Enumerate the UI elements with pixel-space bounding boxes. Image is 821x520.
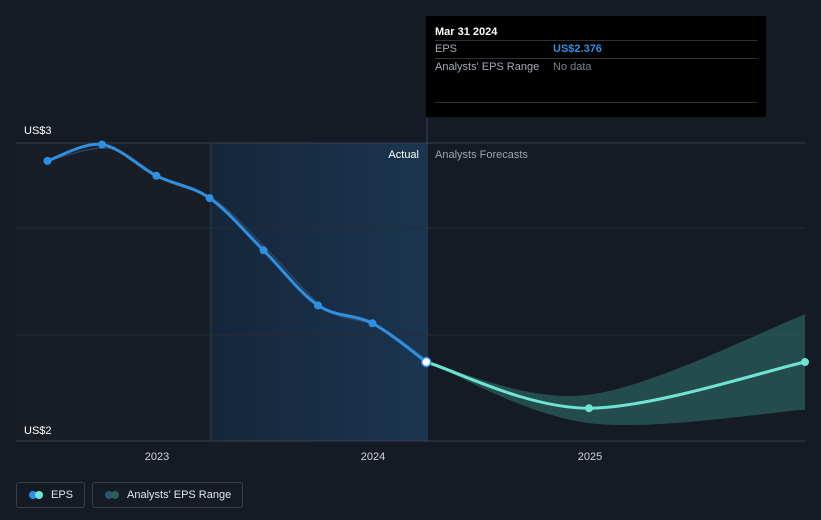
- eps-point[interactable]: [313, 301, 322, 310]
- eps-point[interactable]: [205, 194, 214, 203]
- tooltip-range-row: Analysts' EPS Range No data: [435, 58, 757, 76]
- tooltip-eps-label: EPS: [435, 43, 458, 55]
- eps-tooltip: Mar 31 2024 EPS US$2.376 Analysts' EPS R…: [426, 16, 766, 117]
- chart-legend: EPS Analysts' EPS Range: [16, 482, 244, 508]
- legend-range-toggle[interactable]: Analysts' EPS Range: [92, 482, 244, 508]
- actual-section-label: Actual: [388, 149, 419, 161]
- legend-eps-toggle[interactable]: EPS: [16, 482, 86, 508]
- eps-points: [43, 140, 432, 368]
- eps-point[interactable]: [368, 319, 377, 328]
- forecast-point[interactable]: [585, 404, 593, 413]
- legend-range-label: Analysts' EPS Range: [127, 489, 232, 501]
- forecast-point[interactable]: [801, 358, 809, 367]
- past-highlight-band: [209, 143, 427, 441]
- tooltip-date: Mar 31 2024: [435, 26, 498, 38]
- tooltip-range-label: Analysts' EPS Range: [435, 61, 540, 73]
- tooltip-range-value: No data: [553, 61, 592, 73]
- x-tick-label-2024: 2024: [361, 451, 385, 463]
- legend-eps-label: EPS: [51, 489, 74, 501]
- eps-point[interactable]: [152, 171, 161, 180]
- range-legend-icon: [105, 491, 120, 499]
- tooltip-eps-value: US$2.376: [553, 43, 602, 55]
- eps-point-current[interactable]: [421, 356, 432, 368]
- tooltip-eps-row: EPS US$2.376: [435, 40, 757, 58]
- eps-point[interactable]: [259, 246, 268, 255]
- y-tick-label-bottom: US$2: [24, 425, 52, 437]
- forecast-section-label: Analysts Forecasts: [435, 149, 528, 161]
- eps-point[interactable]: [43, 156, 52, 165]
- y-tick-label-top: US$3: [24, 125, 52, 137]
- x-tick-label-2025: 2025: [578, 451, 602, 463]
- x-tick-label-2023: 2023: [145, 451, 169, 463]
- eps-point[interactable]: [97, 140, 106, 149]
- forecast-points: [585, 358, 809, 413]
- tooltip-divider: [435, 102, 757, 103]
- eps-legend-icon: [29, 491, 43, 499]
- analysts-eps-range-band: [426, 314, 805, 426]
